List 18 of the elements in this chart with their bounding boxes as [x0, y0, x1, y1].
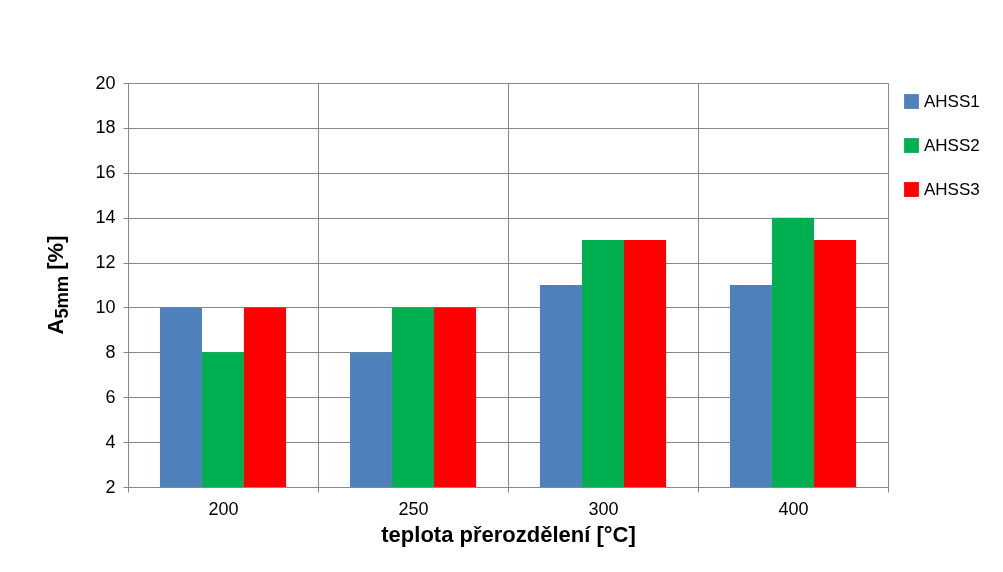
- x-tick-label: 400: [778, 498, 809, 519]
- y-tick-label: 2: [105, 476, 116, 497]
- y-tick-label: 18: [95, 117, 116, 138]
- legend-label: AHSS2: [924, 135, 980, 155]
- x-axis-title: teplota přerozdělení [°C]: [381, 521, 636, 547]
- y-tick-label: 14: [95, 207, 116, 228]
- x-tick-label: 250: [398, 498, 429, 519]
- y-tick-label: 8: [105, 341, 116, 362]
- y-tick-label: 16: [95, 162, 116, 183]
- y-tick-label: 20: [95, 72, 116, 93]
- x-tick-label: 300: [588, 498, 619, 519]
- x-tick-label: 200: [208, 498, 239, 519]
- y-tick-label: 12: [95, 252, 116, 273]
- y-tick-label: 4: [105, 431, 116, 452]
- y-tick-label: 6: [105, 386, 116, 407]
- legend-label: AHSS3: [924, 179, 980, 199]
- legend-label: AHSS1: [924, 91, 980, 111]
- y-tick-label: 10: [95, 296, 116, 317]
